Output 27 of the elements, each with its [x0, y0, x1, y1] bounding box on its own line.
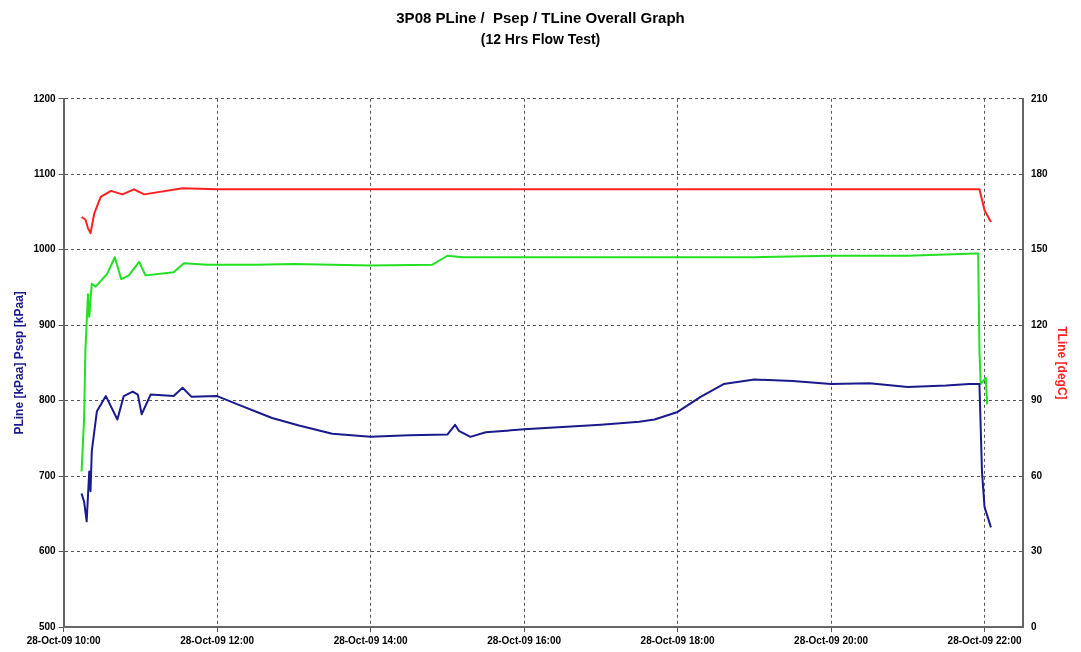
x-tick-label: 28-Oct-09 20:00 — [794, 634, 869, 646]
y-axis-title: PLine [kPaa] Psep [kPaa] — [11, 291, 26, 435]
y2-tick-label: 150 — [1030, 243, 1049, 255]
chart-subtitle: (12 Hrs Flow Test) — [480, 31, 601, 48]
y-tick-label: 1100 — [33, 168, 57, 180]
x-tick-label: 28-Oct-09 22:00 — [947, 634, 1022, 646]
y-tick-label: 1000 — [33, 243, 57, 255]
y-tick-label: 500 — [38, 620, 57, 632]
y-tick-label: 900 — [38, 318, 57, 330]
y-tick-label: 700 — [38, 469, 57, 481]
x-tick-label: 28-Oct-09 18:00 — [640, 634, 715, 646]
y-tick-label: 1200 — [33, 92, 57, 104]
x-tick-label: 28-Oct-09 12:00 — [180, 634, 255, 646]
y2-tick-label: 60 — [1030, 469, 1043, 481]
y2-tick-label: 0 — [1030, 620, 1037, 632]
x-tick-label: 28-Oct-09 16:00 — [487, 634, 562, 646]
y2-tick-label: 30 — [1030, 545, 1043, 557]
y-tick-label: 800 — [38, 394, 57, 406]
y2-tick-label: 90 — [1030, 394, 1043, 406]
y2-tick-label: 210 — [1030, 92, 1049, 104]
y-tick-label: 600 — [38, 545, 57, 557]
x-tick-label: 28-Oct-09 14:00 — [333, 634, 409, 646]
x-tick-label: 28-Oct-09 10:00 — [26, 634, 102, 646]
chart-title: 3P08 PLine / Psep / TLine Overall Graph — [396, 9, 685, 27]
y2-tick-label: 180 — [1030, 168, 1049, 180]
y2-axis-title: TLine [degC] — [1055, 326, 1070, 400]
y2-tick-label: 120 — [1030, 318, 1049, 330]
